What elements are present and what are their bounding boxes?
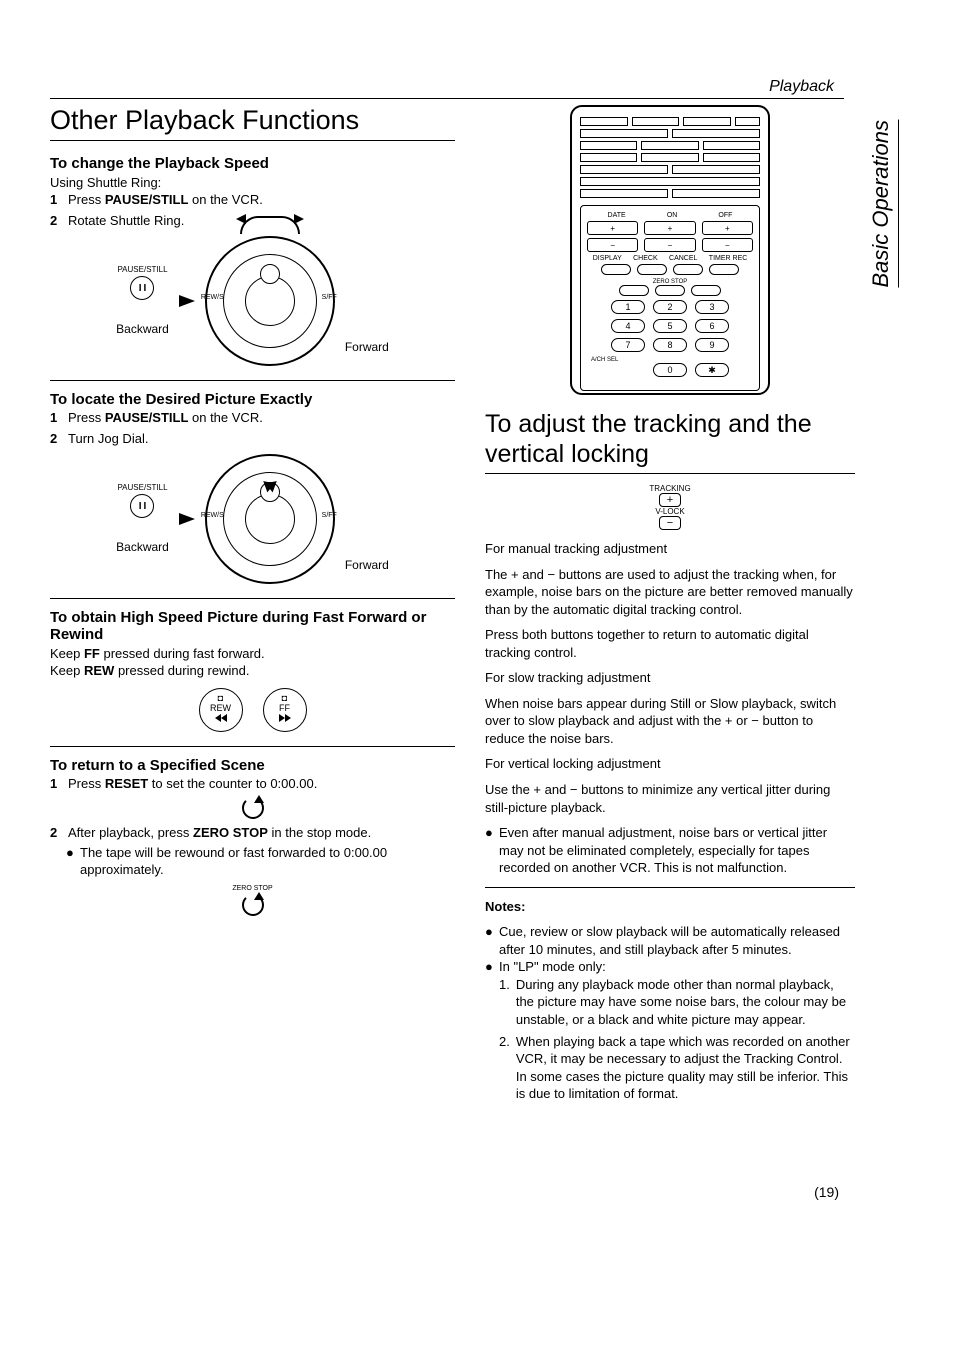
section-header: Playback [769, 78, 834, 96]
backward-label-2: Backward [116, 540, 169, 554]
sec4-step1: Press RESET to set the counter to 0:00.0… [68, 776, 317, 791]
page-title-left: Other Playback Functions [50, 105, 455, 141]
sec4-bullet: ●The tape will be rewound or fast forwar… [66, 844, 455, 879]
remote-minus: − [644, 238, 695, 252]
pause-icon: II [130, 276, 154, 300]
sec1-step1-num: 1 [50, 192, 62, 207]
sec3-l1: Keep FF pressed during fast forward. [50, 645, 455, 663]
jog-dial-figure: PAUSE/STILL II Backward REW/S S/FF Forwa… [50, 454, 455, 584]
remote-minus: − [587, 238, 638, 252]
forward-label-2: Forward [345, 558, 389, 572]
sec2-step1-num: 1 [50, 410, 62, 425]
p3-bullet: ●Even after manual adjustment, noise bar… [485, 824, 855, 877]
sec4-step2-num: 2 [50, 825, 62, 840]
sec1-step2-num: 2 [50, 213, 62, 228]
remote-plus: + [702, 221, 753, 235]
rew-ff-icons: ◘ REW ◘ FF [199, 688, 307, 732]
remote-figure: DATE ON OFF + + + − − − DISPLAY CHECK [570, 105, 770, 395]
p1-heading: For manual tracking adjustment [485, 540, 855, 558]
sec1-using: Using Shuttle Ring: [50, 174, 455, 192]
shuttle-ring-icon: REW/S S/FF [205, 236, 335, 366]
shuttle-ring-figure: PAUSE/STILL II Backward REW/S S/FF Forwa… [50, 236, 455, 366]
p1-body: The + and − buttons are used to adjust t… [485, 566, 855, 619]
p1b-body: Press both buttons together to return to… [485, 626, 855, 661]
pause-label: PAUSE/STILL [117, 265, 167, 274]
notes-heading: Notes: [485, 898, 855, 916]
reset-icon [242, 797, 264, 819]
sec4-heading: To return to a Specified Scene [50, 757, 455, 774]
page-number: (19) [814, 1184, 839, 1200]
note2-2: 2.When playing back a tape which was rec… [499, 1033, 855, 1103]
sec1-step2: Rotate Shuttle Ring. [68, 213, 184, 228]
remote-minus: − [702, 238, 753, 252]
note2-lead: ●In "LP" mode only: [485, 958, 855, 976]
sec2-step2-num: 2 [50, 431, 62, 446]
sec4-step1-num: 1 [50, 776, 62, 791]
p3-body: Use the + and − buttons to minimize any … [485, 781, 855, 816]
sec1-heading: To change the Playback Speed [50, 155, 455, 172]
left-column: Other Playback Functions To change the P… [50, 105, 455, 1107]
p2-heading: For slow tracking adjustment [485, 669, 855, 687]
page-title-right: To adjust the tracking and the vertical … [485, 409, 855, 474]
sec4-step2: After playback, press ZERO STOP in the s… [68, 825, 371, 840]
sec2-heading: To locate the Desired Picture Exactly [50, 391, 455, 408]
right-column: DATE ON OFF + + + − − − DISPLAY CHECK [485, 105, 855, 1107]
sec2-step2: Turn Jog Dial. [68, 431, 148, 446]
note1: ●Cue, review or slow playback will be au… [485, 923, 855, 958]
remote-plus: + [644, 221, 695, 235]
jog-dial-icon: REW/S S/FF [205, 454, 335, 584]
pause-icon-2: II [130, 494, 154, 518]
backward-label: Backward [116, 322, 169, 336]
side-tab: Basic Operations [868, 120, 899, 288]
zerostop-label: ZERO STOP [50, 885, 455, 892]
tracking-icon: TRACKING + V-LOCK − [485, 484, 855, 530]
p3-heading: For vertical locking adjustment [485, 755, 855, 773]
sec3-heading: To obtain High Speed Picture during Fast… [50, 609, 455, 643]
pause-label-2: PAUSE/STILL [117, 483, 167, 492]
top-rule [50, 98, 844, 99]
forward-label: Forward [345, 340, 389, 354]
note2-1: 1.During any playback mode other than no… [499, 976, 855, 1029]
arrow-icon [179, 295, 195, 307]
rew-icon: ◘ REW [199, 688, 243, 732]
remote-plus: + [587, 221, 638, 235]
sec2-step1: Press PAUSE/STILL on the VCR. [68, 410, 263, 425]
ff-icon: ◘ FF [263, 688, 307, 732]
sec1-step1: Press PAUSE/STILL on the VCR. [68, 192, 263, 207]
p2-body: When noise bars appear during Still or S… [485, 695, 855, 748]
sec3-l2: Keep REW pressed during rewind. [50, 662, 455, 680]
arrow-icon-2 [179, 513, 195, 525]
zerostop-icon [242, 894, 264, 916]
